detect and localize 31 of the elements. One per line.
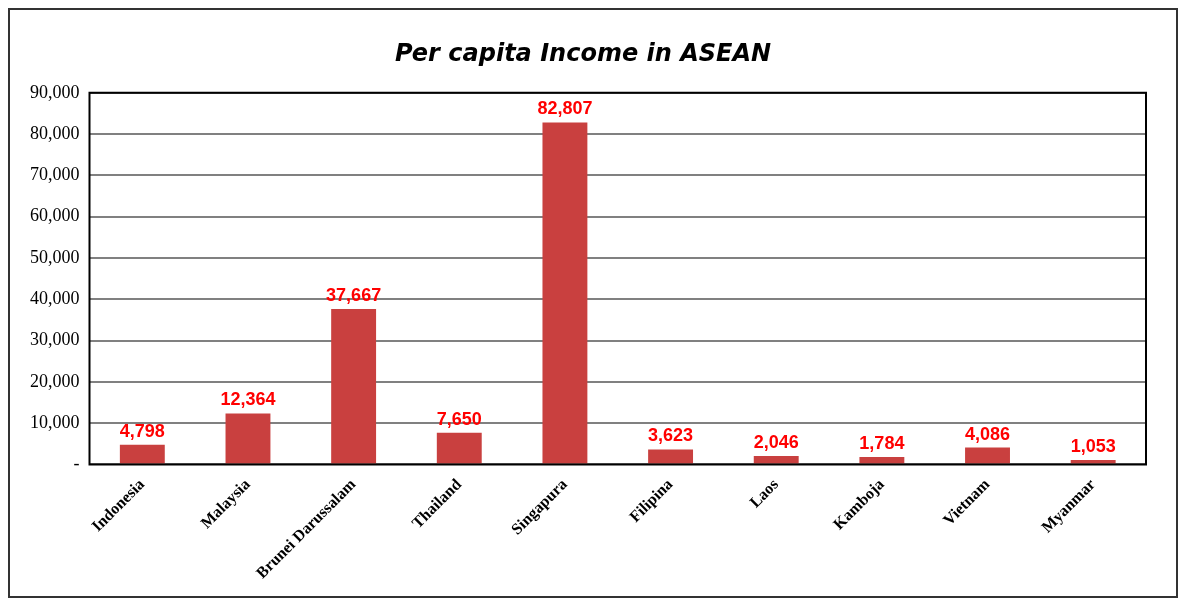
bar bbox=[225, 413, 271, 464]
bar bbox=[119, 444, 165, 464]
data-label: 12,364 bbox=[220, 389, 276, 410]
y-tick-label: - bbox=[73, 453, 80, 474]
bar bbox=[331, 308, 377, 464]
bar bbox=[859, 457, 905, 464]
y-tick-label: 30,000 bbox=[30, 329, 80, 350]
y-tick-label: 50,000 bbox=[30, 246, 80, 267]
data-label: 37,667 bbox=[326, 284, 382, 305]
data-label: 3,623 bbox=[648, 425, 694, 446]
data-label: 82,807 bbox=[537, 98, 593, 119]
data-label: 4,798 bbox=[119, 420, 165, 441]
chart-title: Per capita Income in ASEAN bbox=[394, 38, 772, 67]
bar bbox=[965, 447, 1010, 464]
bar bbox=[648, 449, 694, 464]
data-label: 1,784 bbox=[859, 433, 905, 454]
bar bbox=[753, 456, 799, 464]
data-label: 4,086 bbox=[965, 423, 1011, 444]
data-label: 7,650 bbox=[436, 408, 482, 429]
y-tick-label: 70,000 bbox=[30, 164, 80, 185]
y-tick-label: 90,000 bbox=[30, 81, 80, 102]
y-tick-label: 60,000 bbox=[30, 205, 80, 226]
y-tick-label: 10,000 bbox=[30, 411, 80, 432]
data-label: 2,046 bbox=[753, 431, 799, 452]
bar bbox=[1070, 460, 1116, 464]
bar bbox=[542, 122, 588, 464]
y-tick-label: 40,000 bbox=[30, 288, 80, 309]
y-tick-label: 20,000 bbox=[30, 370, 80, 391]
data-label: 1,053 bbox=[1070, 436, 1116, 457]
bar bbox=[436, 432, 482, 464]
y-tick-label: 80,000 bbox=[30, 122, 80, 143]
